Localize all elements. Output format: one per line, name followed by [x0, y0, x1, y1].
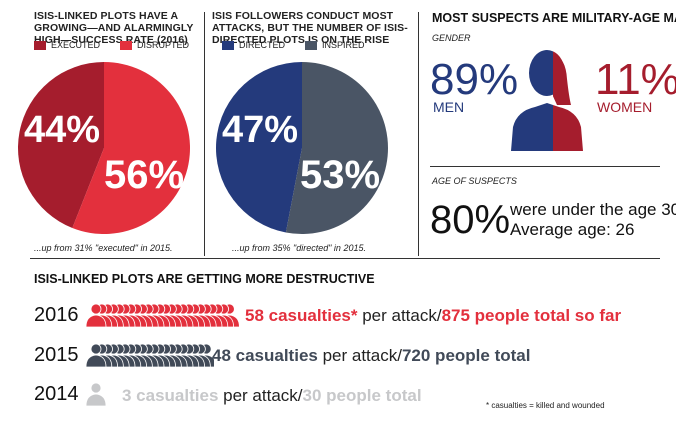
row-mid-2015: per attack/: [317, 346, 402, 365]
destructive-title: ISIS-LINKED PLOTS ARE GETTING MORE DESTR…: [34, 272, 375, 286]
legend-label-executed: EXECUTED: [51, 40, 101, 50]
bottom-divider: [30, 258, 660, 259]
casualty-person-icon-2015-1: [85, 343, 107, 367]
divider-2: [418, 12, 419, 256]
suspects-panel-title: MOST SUSPECTS ARE MILITARY-AGE MALES: [432, 11, 676, 25]
plots-note: ...up from 31% "executed" in 2015.: [34, 243, 173, 253]
women-half-icon: [553, 51, 583, 151]
pie-label-disrupted: 56%: [104, 153, 184, 197]
row-casualties-2014: 3 casualties: [122, 386, 219, 405]
legend-label-disrupted: DISRUPTED: [137, 40, 190, 50]
legend-swatch-directed: [222, 40, 234, 50]
row-year-2015: 2015: [34, 344, 79, 366]
casualty-icons-2016: [85, 303, 240, 327]
attacks-pie-chart: 47% 53%: [216, 62, 389, 235]
pie-label-executed: 44%: [24, 109, 100, 151]
row-mid-2014: per attack/: [218, 386, 303, 405]
attacks-note: ...up from 35% "directed" in 2015.: [232, 243, 366, 253]
row-casualties-2015: 48 casualties: [212, 346, 318, 365]
men-percent: 89%: [430, 55, 519, 104]
row-text-2015: 48 casualties per attack/720 people tota…: [212, 346, 530, 366]
row-year-2016: 2016: [34, 304, 79, 326]
legend-swatch-disrupted: [120, 40, 133, 50]
row-year-2014: 2014: [34, 383, 79, 405]
pie-label-inspired: 53%: [300, 153, 380, 197]
age-label: AGE OF SUSPECTS: [432, 176, 517, 186]
gender-person-icon: [511, 50, 583, 151]
divider-1: [204, 12, 205, 256]
attacks-legend: DIRECTED INSPIRED: [222, 40, 365, 50]
plots-panel-title: ISIS-LINKED PLOTS HAVE A GROWING—AND ALA…: [34, 10, 194, 46]
age-text-line1: were under the age 30: [510, 200, 676, 219]
plots-legend: EXECUTED DISRUPTED: [34, 40, 189, 50]
age-text-line2: Average age: 26: [510, 220, 635, 239]
men-label: MEN: [433, 99, 465, 115]
casualty-icons-2014: [85, 382, 107, 406]
legend-label-directed: DIRECTED: [239, 40, 286, 50]
row-mid-2016: per attack/: [357, 306, 442, 325]
legend-swatch-inspired: [305, 40, 318, 50]
row-total-2015: 720 people total: [401, 346, 531, 365]
legend-swatch-executed: [34, 40, 46, 50]
row-text-2014: 3 casualties per attack/30 people total: [122, 386, 422, 406]
row-total-2014: 30 people total: [302, 386, 422, 405]
casualty-person-icon-2016-1: [85, 303, 107, 327]
women-label: WOMEN: [597, 99, 653, 115]
women-percent: 11%: [595, 55, 676, 104]
row-casualties-2016: 58 casualties*: [245, 306, 358, 325]
pie-label-directed: 47%: [222, 109, 298, 151]
plots-pie-chart: 44% 56%: [17, 62, 190, 234]
pie-slice-directed: [216, 62, 302, 233]
pie-slice-inspired: [285, 62, 389, 235]
gender-label: GENDER: [432, 33, 471, 43]
legend-label-inspired: INSPIRED: [322, 40, 365, 50]
row-total-2016: 875 people total so far: [441, 306, 622, 325]
pie-slice-disrupted: [72, 62, 190, 234]
casualties-footnote: * casualties = killed and wounded: [486, 401, 605, 410]
casualty-icons-2015: [85, 343, 214, 367]
pie-slice-executed: [17, 62, 104, 228]
attacks-panel-title: ISIS FOLLOWERS CONDUCT MOST ATTACKS, BUT…: [212, 10, 408, 46]
row-text-2016: 58 casualties* per attack/875 people tot…: [245, 306, 621, 326]
men-half-icon: [511, 50, 553, 151]
age-percent: 80%: [430, 198, 511, 242]
suspects-divider: [430, 166, 660, 167]
casualty-person-icon-2014-1: [85, 382, 107, 406]
